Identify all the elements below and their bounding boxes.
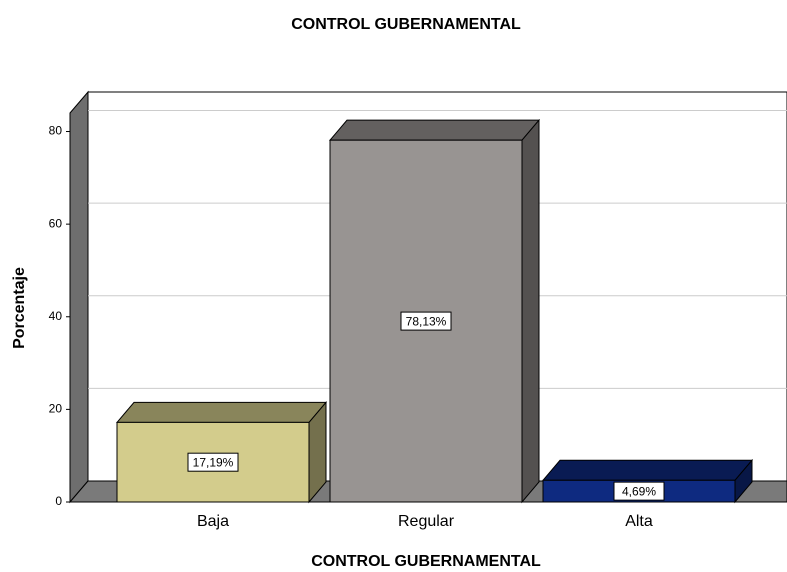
x-tick-label: Baja: [197, 513, 229, 530]
bar-side: [521, 118, 540, 504]
value-label: 78,13%: [406, 314, 447, 328]
y-tick-label: 60: [49, 216, 63, 230]
y-tick-label: 20: [49, 402, 63, 416]
bar-top: [115, 401, 328, 423]
y-tick-label: 80: [49, 124, 63, 138]
left-wall: [69, 90, 89, 504]
y-tick-label: 0: [55, 494, 62, 508]
value-label-box: [187, 452, 239, 472]
x-axis-title: CONTROL GUBERNAMENTAL: [311, 553, 541, 570]
value-label: 4,69%: [622, 484, 656, 498]
x-tick-label: Alta: [625, 513, 653, 530]
x-tick-label: Regular: [398, 513, 455, 530]
value-label-box: [613, 481, 665, 501]
y-tick-label: 40: [49, 309, 63, 323]
bar-top: [541, 459, 754, 481]
bar-top: [328, 119, 541, 141]
value-label: 17,19%: [193, 455, 234, 469]
chart-title: CONTROL GUBERNAMENTAL: [291, 16, 521, 33]
y-axis-title: Porcentaje: [11, 267, 28, 349]
value-label-box: [400, 311, 452, 331]
